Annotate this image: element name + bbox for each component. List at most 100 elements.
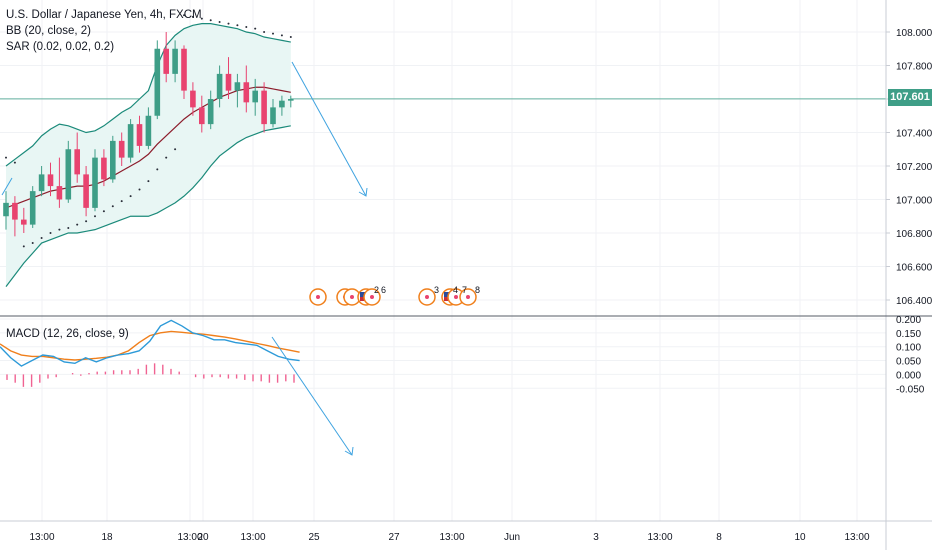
candle[interactable] [225,73,232,91]
candle[interactable] [65,149,72,200]
event-dot [466,295,470,299]
candle[interactable] [207,99,214,125]
candle[interactable] [74,149,80,175]
sar-dot [147,180,150,183]
candle[interactable] [243,82,250,103]
candle[interactable] [234,82,241,91]
macd-label[interactable]: 0.150 [896,329,921,340]
macd-label[interactable]: 0.000 [896,370,921,381]
candle[interactable] [279,100,285,108]
current-price-label: 107.601 [888,89,932,106]
candle[interactable] [181,48,187,91]
symbol-title[interactable]: U.S. Dollar / Japanese Yen, 4h, FXCM [6,9,202,21]
candle[interactable] [110,140,116,180]
macd-axis[interactable]: 0.200 0.150 0.100 0.050 0.000 -0.050 [896,315,925,395]
price-label[interactable]: 107.400 [896,129,932,140]
signal-line[interactable] [0,330,300,361]
arrow-annotation-price[interactable] [291,61,367,197]
sar-dot [40,237,43,240]
bb-lower-line[interactable] [5,125,291,287]
candle[interactable] [47,174,54,187]
candle[interactable] [92,157,98,208]
candle[interactable] [118,140,125,158]
time-label[interactable]: Jun [504,532,520,543]
candle[interactable] [56,186,63,200]
price-label[interactable]: 106.600 [896,263,932,274]
price-label[interactable]: 107.200 [896,162,932,173]
bb-basis-line[interactable] [5,86,291,209]
candle[interactable] [21,219,27,225]
macd-label[interactable]: 0.200 [896,315,921,326]
candle[interactable] [83,174,89,208]
candle[interactable] [101,157,107,180]
time-label[interactable]: 13:00 [29,532,54,543]
time-label[interactable]: 10 [794,532,806,543]
candle[interactable] [38,174,45,192]
macd-label[interactable]: 0.050 [896,357,921,368]
macd-label[interactable]: -0.050 [896,384,925,395]
candle[interactable] [145,115,152,146]
sar-legend[interactable]: SAR (0.02, 0.02, 0.2) [6,41,115,53]
candle[interactable] [172,48,178,74]
event-count-label: 6 [381,285,386,295]
candle[interactable] [127,124,134,158]
event-count-label: 8 [475,285,480,295]
candle[interactable] [12,202,18,220]
bb-legend[interactable]: BB (20, close, 2) [6,25,92,37]
sar-dot [218,20,221,23]
time-label[interactable]: 20 [197,532,209,543]
time-label[interactable]: 3 [593,532,599,543]
time-label[interactable]: 25 [308,532,320,543]
macd-label[interactable]: 0.100 [896,343,921,354]
event-count-label: 4 [453,285,458,295]
candle[interactable] [154,48,161,116]
sar-dot [31,242,34,245]
sar-dot [85,220,88,223]
candle[interactable] [3,202,9,217]
price-label[interactable]: 108.000 [896,28,932,39]
candle[interactable] [216,73,223,99]
time-label[interactable]: 18 [101,532,113,543]
arrow-annotation-small[interactable] [1,177,13,196]
arrow-annotation-macd[interactable] [271,336,353,456]
time-label[interactable]: 27 [388,532,400,543]
sar-dot [76,223,79,226]
macd-legend[interactable]: MACD (12, 26, close, 9) [6,328,129,340]
bb-upper-line[interactable] [5,23,291,167]
candle[interactable] [163,48,169,74]
candle[interactable] [261,90,267,125]
price-pane[interactable] [0,14,886,287]
bb-fill [6,23,291,287]
macd-pane[interactable] [0,319,300,387]
macd-line[interactable] [0,319,300,367]
sar-dot [280,34,283,37]
price-axis[interactable]: 108.000107.800107.600107.400107.200107.0… [886,28,932,307]
price-label[interactable]: 107.800 [896,62,932,73]
sar-dot [236,24,239,27]
sar-dot [156,168,159,171]
time-label[interactable]: 13:00 [844,532,869,543]
candle[interactable] [199,107,205,125]
price-label[interactable]: 106.800 [896,229,932,240]
candle[interactable] [190,90,196,108]
event-dot [350,295,354,299]
candle[interactable] [29,191,36,225]
macd-legend-box: MACD (12, 26, close, 9) [6,326,129,342]
candle[interactable] [136,124,143,146]
time-label[interactable]: 8 [716,532,722,543]
sar-dot [289,36,292,39]
candle[interactable] [252,90,258,103]
time-label[interactable]: 13:00 [647,532,672,543]
time-label[interactable]: 13:00 [177,532,202,543]
candle[interactable] [270,107,276,125]
time-label[interactable]: 13:00 [240,532,265,543]
time-label[interactable]: 13:00 [439,532,464,543]
arrowhead-macd [344,446,354,456]
price-label[interactable]: 106.400 [896,296,932,307]
price-label[interactable]: 107.000 [896,196,932,207]
drawing-annotations[interactable] [1,61,368,456]
candle[interactable] [288,99,294,101]
